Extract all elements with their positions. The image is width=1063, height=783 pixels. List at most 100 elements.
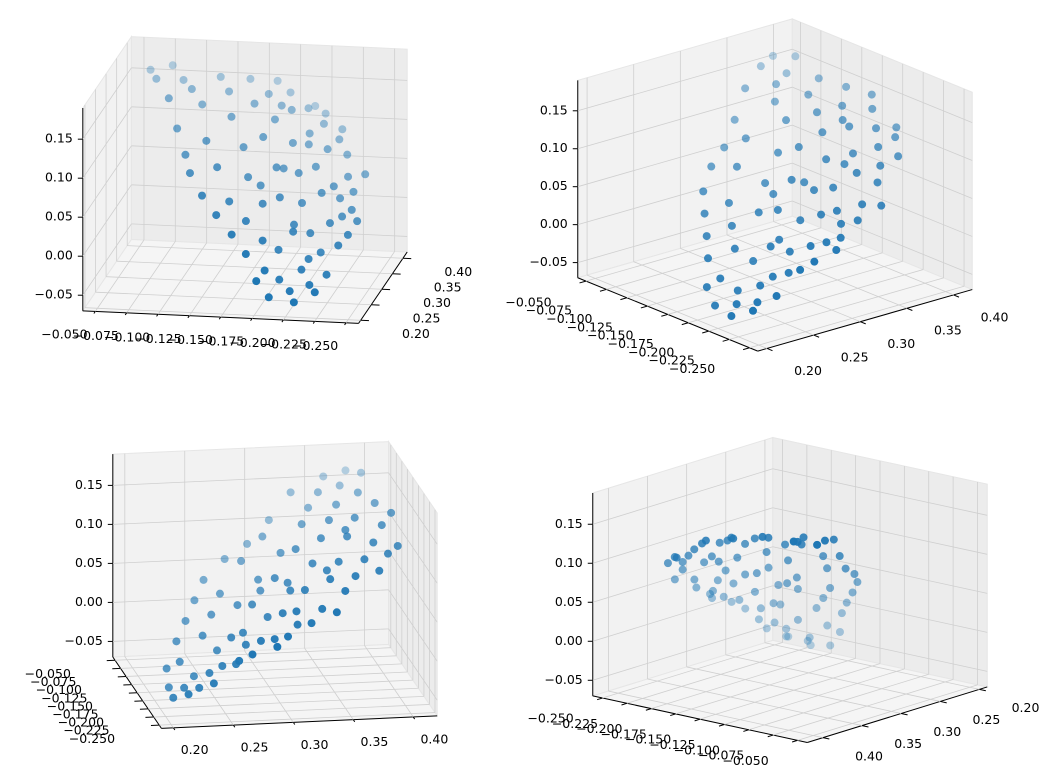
point — [323, 145, 332, 154]
point — [279, 164, 288, 173]
tick-mark — [791, 739, 798, 743]
point — [713, 576, 722, 585]
tick-label: 0.40 — [444, 264, 472, 279]
point — [720, 143, 729, 152]
point — [784, 268, 793, 277]
grid-line — [675, 657, 856, 715]
tick-label: 0.05 — [540, 178, 568, 193]
point — [370, 498, 379, 507]
tick-label: 0.35 — [894, 736, 922, 751]
tick-label: −0.250 — [669, 361, 715, 376]
point — [835, 552, 844, 561]
point — [892, 123, 901, 132]
tick-label: −0.05 — [65, 633, 103, 648]
point — [264, 89, 273, 98]
tick-label: −0.125 — [567, 319, 613, 334]
point — [872, 124, 881, 133]
point — [702, 283, 711, 292]
point — [322, 270, 331, 279]
point — [383, 549, 392, 558]
point — [307, 619, 316, 628]
point — [274, 245, 283, 254]
point — [711, 301, 720, 310]
point — [867, 90, 876, 99]
point — [276, 548, 285, 557]
point — [369, 538, 378, 547]
tick-label: −0.05 — [35, 287, 73, 302]
point — [838, 116, 847, 125]
point — [832, 246, 841, 255]
point — [804, 90, 813, 99]
point — [393, 541, 402, 550]
point — [263, 612, 272, 621]
point — [784, 632, 793, 641]
point — [868, 104, 877, 113]
tick-mark — [645, 708, 652, 711]
point — [273, 76, 282, 85]
point — [670, 575, 679, 584]
tick-mark — [124, 312, 128, 316]
point — [782, 632, 791, 641]
point — [289, 227, 298, 236]
grid-line — [586, 274, 768, 349]
grid-line — [388, 472, 438, 545]
point — [353, 217, 362, 226]
tick-label: 0.30 — [933, 724, 961, 739]
tick-label: −0.050 — [722, 753, 768, 768]
point — [290, 220, 299, 229]
point — [806, 641, 815, 650]
axes-3d: −0.050−0.075−0.100−0.125−0.150−0.175−0.2… — [527, 436, 1039, 768]
point — [678, 565, 687, 574]
tick-label: −0.225 — [649, 353, 695, 368]
point — [227, 633, 236, 642]
grid-line — [82, 145, 132, 218]
point — [286, 88, 295, 97]
tick-label: 0.00 — [555, 633, 583, 648]
point — [789, 537, 798, 546]
grid-line — [577, 86, 793, 150]
point — [733, 553, 742, 562]
point — [336, 194, 345, 203]
tick-label: 0.15 — [540, 102, 568, 117]
point — [305, 280, 314, 289]
grid-line — [772, 624, 988, 672]
grid-line — [157, 242, 207, 315]
point — [164, 94, 173, 103]
tick-label: 0.40 — [420, 731, 448, 746]
point — [793, 585, 802, 594]
point — [311, 162, 320, 171]
point — [787, 175, 796, 184]
point — [272, 163, 281, 172]
point — [750, 587, 759, 596]
tick-label: −0.200 — [628, 344, 674, 359]
point — [168, 61, 177, 70]
point — [758, 532, 767, 541]
point — [175, 657, 184, 666]
tick-label: 0.30 — [423, 295, 451, 310]
tick-label: −0.050 — [41, 326, 87, 341]
grid-line — [127, 245, 403, 259]
point — [377, 521, 386, 530]
point — [199, 575, 208, 584]
axis-line — [358, 251, 408, 324]
point — [708, 594, 717, 603]
point — [258, 236, 267, 245]
point — [845, 122, 854, 131]
tick-mark — [232, 724, 236, 728]
point — [791, 52, 800, 61]
point — [289, 298, 298, 307]
tick-label: 0.15 — [75, 477, 103, 492]
point — [284, 632, 293, 641]
point — [708, 586, 717, 595]
axis-line — [807, 686, 988, 743]
point — [672, 553, 681, 562]
point — [766, 242, 775, 251]
point — [286, 586, 295, 595]
tick-mark — [412, 716, 416, 720]
point — [246, 74, 255, 83]
point — [704, 254, 713, 263]
grid-line — [686, 666, 902, 714]
point — [288, 138, 297, 147]
point — [297, 265, 306, 274]
